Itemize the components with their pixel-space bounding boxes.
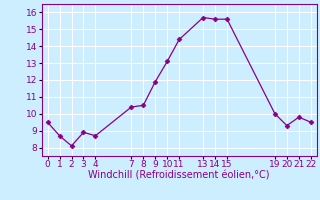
X-axis label: Windchill (Refroidissement éolien,°C): Windchill (Refroidissement éolien,°C) (88, 171, 270, 181)
